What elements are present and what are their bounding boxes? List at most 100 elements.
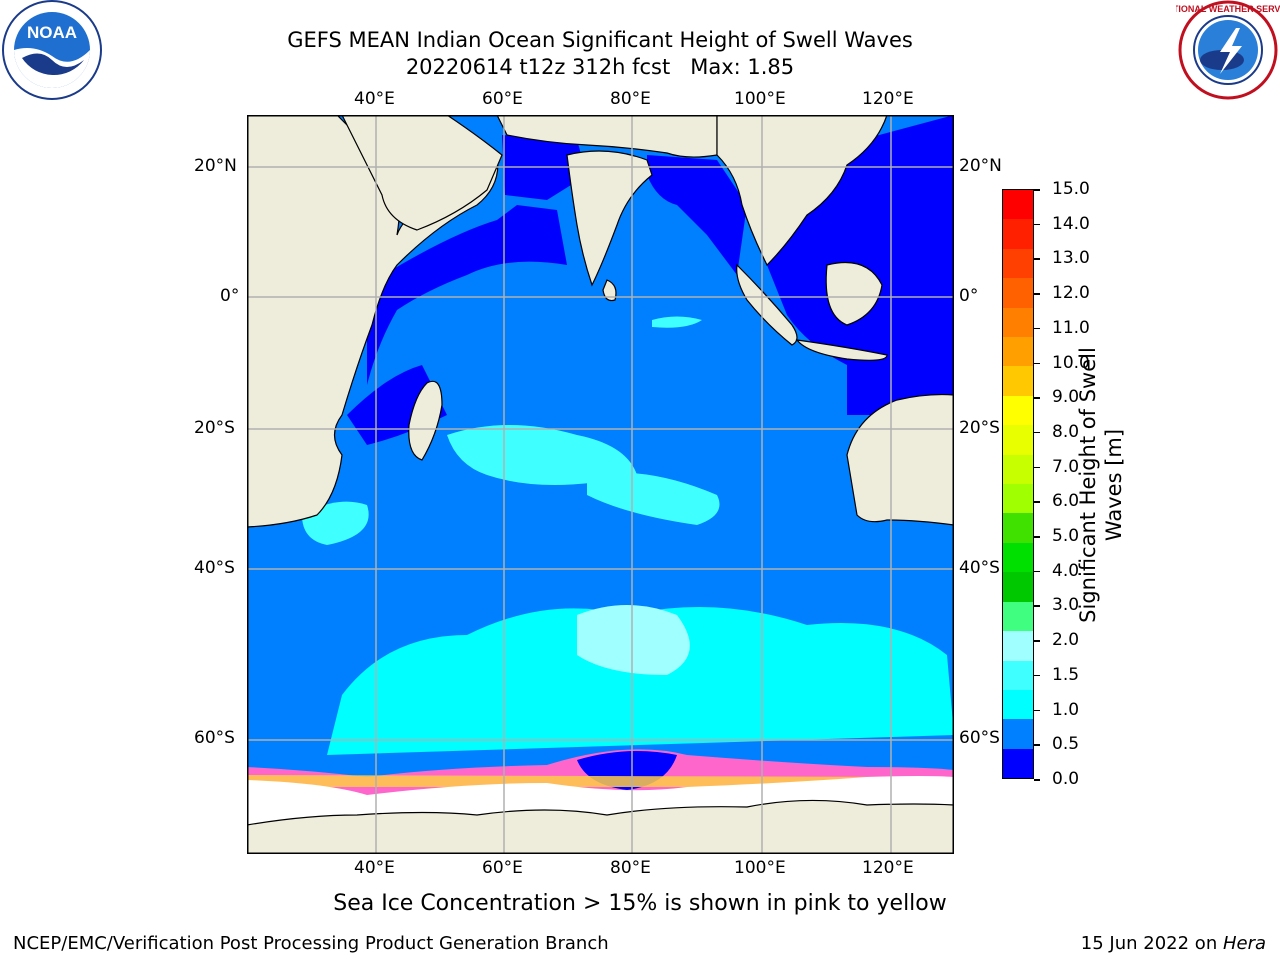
colorbar-swatch [1003, 395, 1033, 426]
colorbar-tick-mark [1034, 223, 1040, 226]
colorbar-tick-label: 14.0 [1052, 213, 1090, 234]
lon-tick-top: 40°E [354, 89, 395, 109]
lon-tick-top: 120°E [862, 89, 914, 109]
colorbar-tick-mark [1034, 674, 1040, 677]
colorbar-swatch [1003, 689, 1033, 720]
colorbar-tick-mark [1034, 570, 1040, 573]
colorbar-tick-label: 11.0 [1052, 317, 1090, 338]
swell-patch-south [327, 607, 954, 755]
colorbar-tick-label: 15.0 [1052, 179, 1090, 199]
lat-tick-left: 0° [220, 286, 240, 306]
colorbar-tick-mark [1034, 362, 1040, 365]
lon-tick-bottom: 80°E [610, 858, 651, 878]
colorbar-tick-mark [1034, 466, 1040, 469]
lat-tick-left: 60°S [194, 728, 235, 748]
colorbar-title: Significant Height of Swell Waves [m] [1075, 335, 1135, 635]
land-borneo [825, 261, 883, 326]
colorbar-tick-label: 9.0 [1052, 387, 1080, 408]
colorbar-swatch [1003, 366, 1033, 396]
colorbar-tick-label: 8.0 [1052, 421, 1080, 442]
graticule [247, 115, 954, 854]
colorbar-title-line1: Significant Height of Swell [1076, 347, 1100, 623]
colorbar-tick-label: 3.0 [1052, 595, 1080, 616]
colorbar-tick-label: 12.0 [1052, 283, 1090, 304]
lat-tick-left: 20°S [194, 418, 235, 438]
lon-tick-bottom: 40°E [354, 858, 395, 878]
colorbar-tick-mark [1034, 536, 1040, 538]
colorbar-swatch [1003, 425, 1033, 455]
chart-title-line2: 20220614 t12z 312h fcst Max: 1.85 [405, 55, 795, 79]
map-frame [247, 115, 954, 854]
colorbar-tick-mark [1034, 397, 1040, 399]
lat-tick-left: 40°S [194, 558, 235, 578]
footer-host: Hera [1222, 933, 1266, 954]
swell-patch-mid [587, 472, 720, 525]
map-panel [247, 115, 954, 854]
chart-title-line1: GEFS MEAN Indian Ocean Significant Heigh… [287, 28, 913, 52]
colorbar-swatch [1003, 631, 1033, 661]
colorbar-tick-mark [1034, 327, 1040, 330]
colorbar-tick-label: 7.0 [1052, 456, 1080, 477]
colorbar-tick-mark [1034, 709, 1040, 712]
colorbar-swatch [1003, 307, 1033, 338]
land-sri-lanka [602, 279, 617, 302]
lon-tick-top: 80°E [610, 89, 651, 109]
colorbar-tick-mark [1034, 605, 1040, 607]
colorbar-tick-label: 5.0 [1052, 526, 1080, 547]
colorbar-swatch [1003, 601, 1033, 632]
colorbar-tick-mark [1034, 293, 1040, 295]
noaa-logo-text: NOAA [27, 23, 77, 42]
noaa-logo: NOAA [0, 0, 104, 104]
colorbar-swatch [1003, 278, 1033, 308]
colorbar-tick-mark [1034, 189, 1040, 191]
swell-patch-south-light [577, 605, 690, 675]
nws-logo: NATIONAL WEATHER SERVICE [1161, 0, 1280, 104]
colorbar-swatch [1003, 337, 1033, 367]
swell-patch-central [447, 425, 637, 485]
colorbar-swatch [1003, 219, 1033, 249]
colorbar-swatch [1003, 748, 1033, 779]
colorbar-swatch [1003, 660, 1033, 690]
map-svg [247, 115, 954, 854]
colorbar-tick-label: 2.0 [1052, 630, 1080, 651]
footer-left: NCEP/EMC/Verification Post Processing Pr… [13, 933, 609, 954]
deep-blue-region-arabian [367, 205, 567, 385]
colorbar-swatches [1003, 190, 1033, 779]
svg-text:NATIONAL WEATHER SERVICE: NATIONAL WEATHER SERVICE [1176, 4, 1280, 14]
colorbar-tick-label: 1.0 [1052, 699, 1080, 720]
sea-ice-caption: Sea Ice Concentration > 15% is shown in … [333, 891, 947, 916]
colorbar-swatch [1003, 513, 1033, 543]
land-arabia [341, 115, 503, 231]
colorbar-tick-label: 6.0 [1052, 491, 1080, 512]
footer-date: 15 Jun 2022 on [1080, 933, 1223, 954]
land-antarctica [247, 799, 954, 854]
colorbar-swatch [1003, 719, 1033, 749]
land-seasia [716, 115, 888, 267]
colorbar-tick-mark [1034, 640, 1040, 642]
colorbar-tick-label: 0.0 [1052, 769, 1080, 789]
colorbar-swatch [1003, 248, 1033, 279]
swell-patch-equator [652, 316, 702, 328]
colorbar [1002, 189, 1034, 779]
deep-blue-region-bengal [647, 155, 747, 275]
lon-tick-top: 60°E [482, 89, 523, 109]
colorbar-tick-mark [1034, 501, 1040, 503]
lon-tick-bottom: 60°E [482, 858, 523, 878]
land-india-north [496, 115, 718, 158]
colorbar-tick-label: 1.5 [1052, 664, 1080, 685]
colorbar-swatch [1003, 454, 1033, 485]
colorbar-swatch [1003, 190, 1033, 220]
colorbar-tick-mark [1034, 779, 1040, 781]
colorbar-tick-label: 13.0 [1052, 248, 1090, 269]
lon-tick-bottom: 100°E [734, 858, 786, 878]
colorbar-title-line2: Waves [m] [1102, 428, 1126, 542]
lat-tick-right: 40°S [959, 558, 1000, 578]
colorbar-tick-label: 0.5 [1052, 734, 1080, 755]
colorbar-swatch [1003, 542, 1033, 573]
land-australia [846, 393, 954, 526]
lat-tick-right: 20°S [959, 418, 1000, 438]
lat-tick-right: 60°S [959, 728, 1000, 748]
lat-tick-left: 20°N [194, 156, 237, 176]
lon-tick-bottom: 120°E [862, 858, 914, 878]
colorbar-tick-label: 4.0 [1052, 560, 1080, 581]
